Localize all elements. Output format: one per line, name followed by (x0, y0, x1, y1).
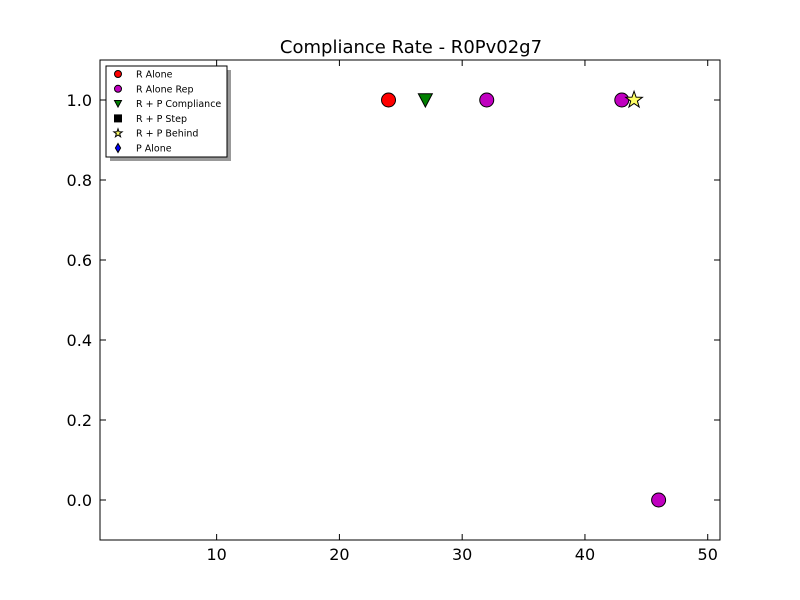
y-tick-label: 1.0 (67, 91, 92, 110)
y-tick-label: 0.6 (67, 251, 92, 270)
legend-label: R Alone (136, 70, 173, 81)
legend-marker (114, 114, 122, 123)
y-tick-label: 0.0 (67, 491, 92, 510)
legend-label: R + P Compliance (136, 99, 221, 110)
point-r-alone-rep (651, 492, 667, 508)
point-r-alone-rep (614, 92, 630, 108)
point-r-p-compliance (417, 93, 434, 109)
legend-box (105, 65, 228, 158)
legend: R Alone R Alone Rep R + P Compliance R + P … (105, 65, 231, 161)
legend-label: P Alone (136, 144, 172, 155)
legend-label: R + P Behind (136, 129, 198, 140)
x-tick-label: 30 (452, 545, 472, 564)
legend-marker (114, 70, 122, 78)
legend-marker (114, 142, 122, 154)
legend-marker (113, 99, 123, 109)
plot-area (99, 59, 721, 541)
point-r-alone-rep (479, 92, 495, 108)
legend-label: R Alone Rep (136, 84, 194, 95)
x-tick-label: 10 (206, 545, 226, 564)
legend-label: R + P Step (136, 114, 187, 125)
legend-marker (114, 84, 122, 93)
y-tick-label: 0.2 (67, 411, 92, 430)
point-r-p-behind (624, 89, 644, 109)
point-r-alone (381, 92, 397, 108)
x-tick-label: 40 (575, 545, 595, 564)
y-tick-label: 0.8 (67, 171, 92, 190)
legend-marker (112, 127, 124, 138)
x-tick-label: 20 (329, 545, 349, 564)
x-tick-label: 50 (698, 545, 718, 564)
chart-title: Compliance Rate - R0Pv02g7 (280, 37, 542, 58)
y-tick-label: 0.4 (67, 331, 92, 350)
